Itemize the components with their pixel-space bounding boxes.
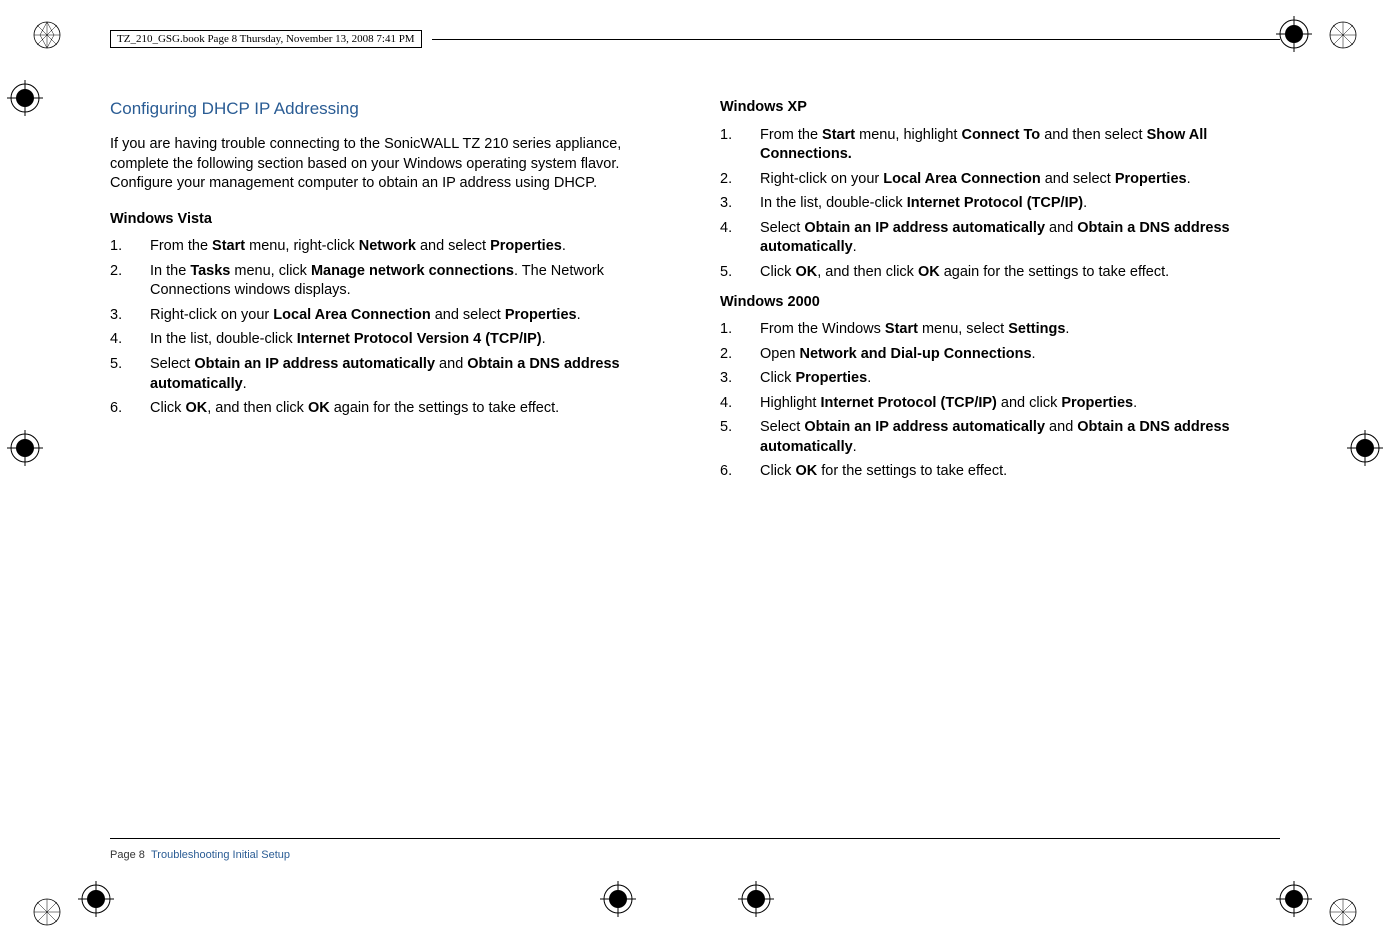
- list-item: In the list, double-click Internet Proto…: [110, 330, 670, 350]
- registration-mark-icon: [32, 897, 62, 927]
- list-item: Click OK, and then click OK again for th…: [110, 399, 670, 419]
- page-number: Page 8: [110, 849, 145, 861]
- footer-rule: [110, 838, 1280, 839]
- list-item: Select Obtain an IP address automaticall…: [720, 219, 1280, 258]
- list-item: Highlight Internet Protocol (TCP/IP) and…: [720, 394, 1280, 414]
- footer-section: Troubleshooting Initial Setup: [151, 849, 290, 861]
- footer-text: Page 8 Troubleshooting Initial Setup: [110, 849, 290, 861]
- registration-mark-icon: [1328, 20, 1358, 50]
- crosshair-icon: [738, 881, 774, 917]
- crosshair-icon: [78, 881, 114, 917]
- list-item: Open Network and Dial-up Connections.: [720, 345, 1280, 365]
- list-item: Click OK, and then click OK again for th…: [720, 263, 1280, 283]
- list-item: Right-click on your Local Area Connectio…: [720, 170, 1280, 190]
- crosshair-icon: [7, 430, 43, 466]
- vista-steps: From the Start menu, right-click Network…: [110, 237, 670, 419]
- crosshair-icon: [600, 881, 636, 917]
- crosshair-icon: [1276, 881, 1312, 917]
- list-item: Click OK for the settings to take effect…: [720, 462, 1280, 482]
- page-content: Configuring DHCP IP Addressing If you ar…: [110, 98, 1280, 492]
- crosshair-icon: [1276, 16, 1312, 52]
- crosshair-icon: [7, 80, 43, 116]
- os-heading-vista: Windows Vista: [110, 210, 670, 230]
- os-heading-2000: Windows 2000: [720, 293, 1280, 313]
- registration-mark-icon: [1328, 897, 1358, 927]
- section-title: Configuring DHCP IP Addressing: [110, 98, 670, 121]
- list-item: Right-click on your Local Area Connectio…: [110, 306, 670, 326]
- list-item: From the Windows Start menu, select Sett…: [720, 320, 1280, 340]
- list-item: In the Tasks menu, click Manage network …: [110, 262, 670, 301]
- crosshair-icon: [1347, 430, 1383, 466]
- header-stamp: TZ_210_GSG.book Page 8 Thursday, Novembe…: [110, 30, 422, 48]
- list-item: In the list, double-click Internet Proto…: [720, 194, 1280, 214]
- list-item: From the Start menu, right-click Network…: [110, 237, 670, 257]
- left-column: Configuring DHCP IP Addressing If you ar…: [110, 98, 670, 492]
- list-item: Select Obtain an IP address automaticall…: [110, 355, 670, 394]
- header-bar: TZ_210_GSG.book Page 8 Thursday, Novembe…: [110, 30, 1280, 48]
- xp-steps: From the Start menu, highlight Connect T…: [720, 126, 1280, 283]
- os-heading-xp: Windows XP: [720, 98, 1280, 118]
- w2k-steps: From the Windows Start menu, select Sett…: [720, 320, 1280, 482]
- list-item: Click Properties.: [720, 369, 1280, 389]
- registration-mark-icon: [32, 20, 62, 50]
- list-item: Select Obtain an IP address automaticall…: [720, 418, 1280, 457]
- header-rule: [432, 39, 1280, 40]
- intro-paragraph: If you are having trouble connecting to …: [110, 135, 670, 194]
- list-item: From the Start menu, highlight Connect T…: [720, 126, 1280, 165]
- right-column: Windows XP From the Start menu, highligh…: [720, 98, 1280, 492]
